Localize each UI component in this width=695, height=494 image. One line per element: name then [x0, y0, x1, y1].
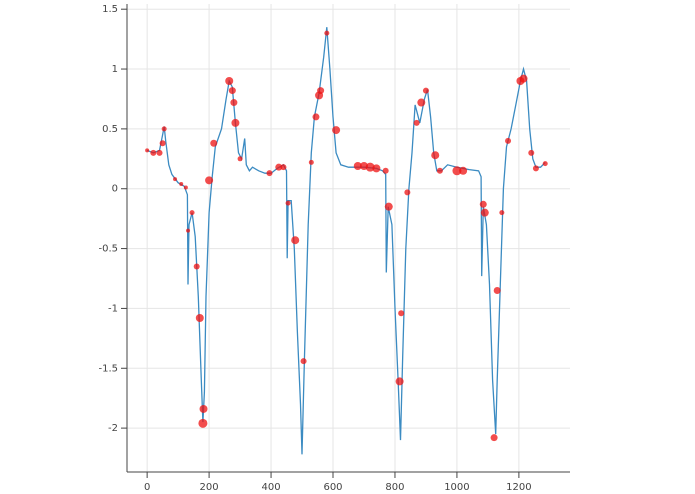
x-tick-label: 800	[385, 482, 404, 493]
scatter-point	[193, 263, 200, 270]
scatter-point	[199, 404, 208, 413]
scatter-point	[542, 161, 548, 167]
scatter-point	[459, 166, 468, 175]
scatter-point	[195, 313, 204, 322]
y-tick-label: 0.5	[102, 124, 118, 135]
x-tick-label: 1000	[444, 482, 469, 493]
scatter-point	[300, 358, 307, 365]
scatter-point	[382, 167, 389, 174]
scatter-point	[156, 149, 163, 156]
scatter-point	[332, 126, 341, 135]
scatter-point	[266, 170, 273, 177]
scatter-point	[228, 87, 236, 95]
scatter-point	[145, 148, 150, 153]
scatter-point	[452, 166, 462, 176]
scatter-point	[159, 140, 166, 147]
y-tick-label: -1	[108, 303, 118, 314]
scatter-point	[230, 99, 238, 107]
y-tick-label: 1	[112, 64, 118, 75]
scatter-point	[395, 377, 404, 386]
scatter-point	[186, 228, 191, 233]
scatter-point	[285, 200, 291, 206]
scatter-point	[237, 156, 243, 162]
scatter-point	[422, 87, 429, 94]
line	[146, 27, 546, 455]
scatter-point	[353, 161, 362, 170]
scatter-point	[431, 151, 440, 160]
scatter-point	[413, 119, 420, 126]
scatter-point	[231, 118, 240, 127]
scatter-point	[532, 165, 539, 172]
x-tick-label: 0	[144, 482, 150, 493]
scatter-point	[291, 236, 300, 245]
y-tick-label: 0	[112, 184, 118, 195]
x-tick-label: 600	[323, 482, 342, 493]
scatter-point	[150, 149, 157, 156]
scatter-point	[417, 98, 426, 107]
scatter-point	[436, 167, 443, 174]
scatter-point	[179, 181, 184, 186]
scatter-point	[275, 163, 283, 171]
x-tick-label: 200	[200, 482, 219, 493]
scatter-point	[205, 176, 214, 185]
scatter-point	[183, 185, 188, 190]
scatter-point	[384, 202, 393, 211]
scatter-point	[365, 162, 375, 172]
scatter-point	[324, 30, 330, 36]
scatter-point	[312, 113, 320, 121]
scatter-point	[372, 164, 381, 173]
scatter-point	[173, 177, 178, 182]
scatter-point	[189, 210, 195, 216]
scatter-point	[505, 137, 512, 144]
scatter-point	[480, 208, 489, 217]
scatter-point	[479, 200, 487, 208]
scatter-point	[490, 434, 498, 442]
scatter-point	[499, 210, 505, 216]
scatter-point	[317, 87, 325, 95]
scatter-point	[519, 74, 528, 83]
scatter-point	[280, 164, 287, 171]
y-tick-label: -1.5	[98, 363, 118, 374]
scatter-point	[210, 139, 218, 147]
scatter-point	[528, 149, 535, 156]
scatter-point	[493, 286, 501, 294]
scatter-point	[225, 77, 234, 86]
x-tick-label: 400	[262, 482, 281, 493]
y-tick-label: -2	[108, 423, 118, 434]
scatter-point	[398, 310, 405, 317]
scatter-point	[161, 126, 167, 132]
y-tick-label: 1.5	[102, 4, 118, 15]
scatter-point	[198, 418, 208, 428]
scatter-point	[308, 159, 314, 165]
scatter-point	[404, 189, 411, 196]
y-tick-label: -0.5	[98, 244, 118, 255]
x-tick-label: 1200	[506, 482, 531, 493]
